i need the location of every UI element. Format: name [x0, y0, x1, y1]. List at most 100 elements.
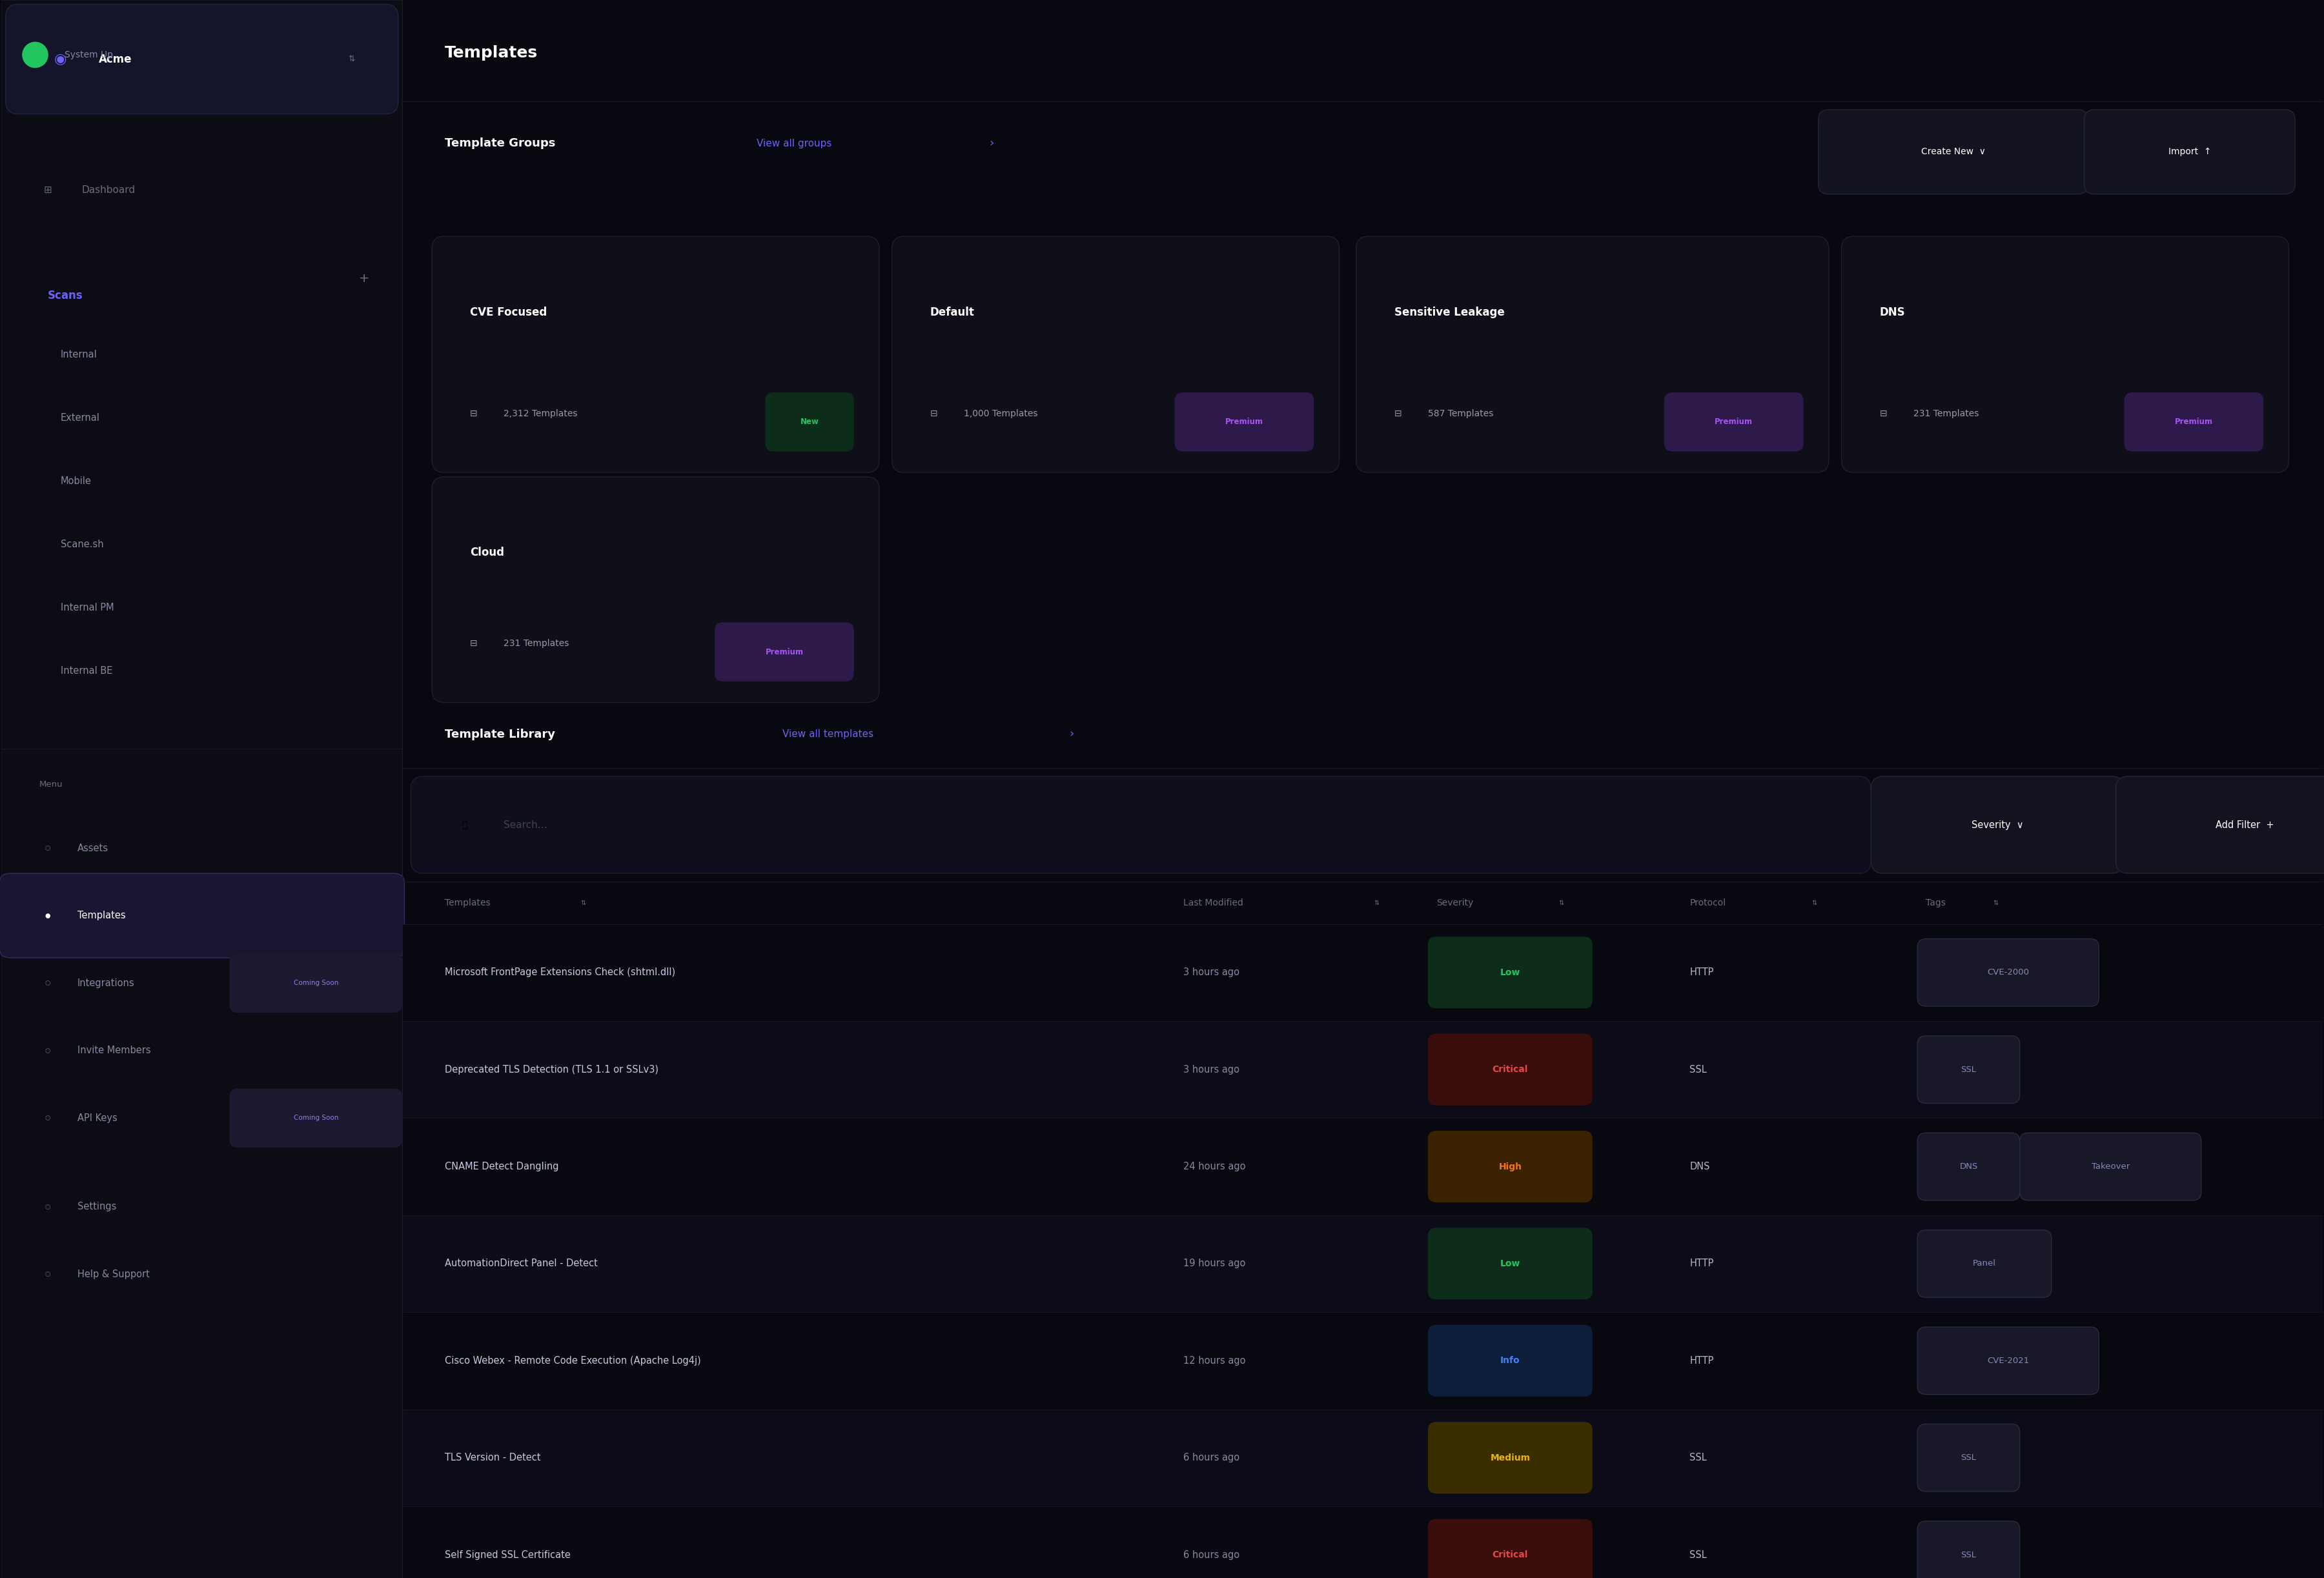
- Text: Premium: Premium: [1225, 418, 1264, 426]
- Text: Severity  ∨: Severity ∨: [1971, 821, 2024, 830]
- Text: SSL: SSL: [1961, 1551, 1975, 1559]
- Text: CVE-2000: CVE-2000: [1987, 969, 2029, 977]
- Text: Low: Low: [1499, 967, 1520, 977]
- Text: ○: ○: [44, 1270, 51, 1278]
- Text: 3 hours ago: 3 hours ago: [1183, 1065, 1239, 1075]
- FancyBboxPatch shape: [402, 1215, 2322, 1313]
- Text: Self Signed SSL Certificate: Self Signed SSL Certificate: [444, 1550, 569, 1559]
- Text: External: External: [60, 413, 100, 423]
- Text: Scane.sh: Scane.sh: [60, 540, 105, 549]
- Text: ●: ●: [44, 912, 51, 918]
- FancyBboxPatch shape: [1917, 1035, 2020, 1103]
- Text: Integrations: Integrations: [77, 978, 135, 988]
- FancyBboxPatch shape: [1917, 939, 2099, 1007]
- Text: Default: Default: [930, 306, 974, 319]
- Text: ⇅: ⇅: [1559, 899, 1564, 906]
- Text: HTTP: HTTP: [1690, 1259, 1713, 1269]
- Text: Add Filter  +: Add Filter +: [2215, 821, 2273, 830]
- Text: API Keys: API Keys: [77, 1112, 116, 1124]
- Text: 19 hours ago: 19 hours ago: [1183, 1259, 1246, 1269]
- Text: 1,000 Templates: 1,000 Templates: [964, 409, 1037, 418]
- Text: 587 Templates: 587 Templates: [1427, 409, 1494, 418]
- FancyBboxPatch shape: [1917, 1327, 2099, 1395]
- Text: SSL: SSL: [1961, 1065, 1975, 1073]
- Text: ⇅: ⇅: [581, 899, 586, 906]
- FancyBboxPatch shape: [1917, 1521, 2020, 1578]
- Text: TLS Version - Detect: TLS Version - Detect: [444, 1453, 541, 1463]
- Text: Deprecated TLS Detection (TLS 1.1 or SSLv3): Deprecated TLS Detection (TLS 1.1 or SSL…: [444, 1065, 658, 1075]
- Text: ⊟: ⊟: [1880, 409, 1887, 418]
- Text: Invite Members: Invite Members: [77, 1046, 151, 1056]
- Text: DNS: DNS: [1690, 1161, 1710, 1171]
- FancyBboxPatch shape: [1427, 1520, 1592, 1578]
- FancyBboxPatch shape: [765, 393, 853, 451]
- Text: Critical: Critical: [1492, 1550, 1529, 1559]
- FancyBboxPatch shape: [0, 873, 404, 958]
- Text: Premium: Premium: [1715, 418, 1752, 426]
- FancyBboxPatch shape: [1871, 776, 2124, 873]
- Text: Low: Low: [1499, 1259, 1520, 1269]
- Text: ○: ○: [44, 1116, 51, 1122]
- FancyBboxPatch shape: [432, 237, 878, 472]
- FancyBboxPatch shape: [5, 5, 397, 114]
- Text: Coming Soon: Coming Soon: [293, 1116, 339, 1122]
- Text: Settings: Settings: [77, 1202, 116, 1212]
- Text: Import  ↑: Import ↑: [2168, 147, 2210, 156]
- FancyBboxPatch shape: [432, 477, 878, 702]
- Text: SSL: SSL: [1690, 1065, 1706, 1075]
- Text: ⊟: ⊟: [469, 409, 476, 418]
- Text: Menu: Menu: [40, 781, 63, 789]
- FancyBboxPatch shape: [1427, 1228, 1592, 1300]
- Text: 12 hours ago: 12 hours ago: [1183, 1356, 1246, 1365]
- FancyBboxPatch shape: [402, 1507, 2322, 1578]
- Text: Protocol: Protocol: [1690, 898, 1727, 907]
- FancyBboxPatch shape: [1917, 1229, 2052, 1297]
- Text: ⇅: ⇅: [1994, 899, 1999, 906]
- Text: ⊟: ⊟: [930, 409, 937, 418]
- Text: Dashboard: Dashboard: [81, 185, 135, 194]
- Text: ⊟: ⊟: [1394, 409, 1401, 418]
- Text: 24 hours ago: 24 hours ago: [1183, 1161, 1246, 1171]
- Text: ◉: ◉: [53, 52, 67, 66]
- FancyBboxPatch shape: [230, 953, 402, 1013]
- Text: 6 hours ago: 6 hours ago: [1183, 1550, 1239, 1559]
- FancyBboxPatch shape: [1427, 1422, 1592, 1494]
- Text: CVE-2021: CVE-2021: [1987, 1357, 2029, 1365]
- FancyBboxPatch shape: [1174, 393, 1313, 451]
- Text: SSL: SSL: [1961, 1453, 1975, 1461]
- Text: AutomationDirect Panel - Detect: AutomationDirect Panel - Detect: [444, 1259, 597, 1269]
- FancyBboxPatch shape: [1817, 110, 2089, 194]
- Text: Last Modified: Last Modified: [1183, 898, 1243, 907]
- Text: Acme: Acme: [98, 54, 132, 65]
- FancyBboxPatch shape: [2124, 393, 2264, 451]
- FancyBboxPatch shape: [402, 1313, 2322, 1409]
- FancyBboxPatch shape: [2, 0, 402, 1578]
- Text: SSL: SSL: [1690, 1453, 1706, 1463]
- Text: Internal: Internal: [60, 350, 98, 360]
- Circle shape: [23, 43, 49, 68]
- FancyBboxPatch shape: [1917, 1133, 2020, 1201]
- Text: CNAME Detect Dangling: CNAME Detect Dangling: [444, 1161, 558, 1171]
- Text: Severity: Severity: [1436, 898, 1473, 907]
- FancyBboxPatch shape: [716, 622, 853, 682]
- Text: Internal PM: Internal PM: [60, 603, 114, 612]
- FancyBboxPatch shape: [1427, 1131, 1592, 1202]
- Text: 🔍: 🔍: [462, 821, 467, 830]
- Text: Microsoft FrontPage Extensions Check (shtml.dll): Microsoft FrontPage Extensions Check (sh…: [444, 967, 674, 977]
- Text: 2,312 Templates: 2,312 Templates: [504, 409, 579, 418]
- Text: Create New  ∨: Create New ∨: [1922, 147, 1985, 156]
- FancyBboxPatch shape: [402, 1021, 2322, 1119]
- FancyBboxPatch shape: [402, 925, 2322, 1021]
- Text: Panel: Panel: [1973, 1259, 1996, 1267]
- Text: Cloud: Cloud: [469, 548, 504, 559]
- FancyBboxPatch shape: [1427, 1326, 1592, 1397]
- Text: Template Library: Template Library: [444, 729, 555, 740]
- Text: HTTP: HTTP: [1690, 967, 1713, 977]
- Text: ⊞: ⊞: [44, 185, 51, 194]
- Text: Critical: Critical: [1492, 1065, 1529, 1075]
- FancyBboxPatch shape: [2020, 1133, 2201, 1201]
- Text: CVE Focused: CVE Focused: [469, 306, 546, 319]
- Text: DNS: DNS: [1959, 1163, 1978, 1171]
- FancyBboxPatch shape: [230, 1089, 402, 1147]
- Text: System Up: System Up: [65, 50, 114, 60]
